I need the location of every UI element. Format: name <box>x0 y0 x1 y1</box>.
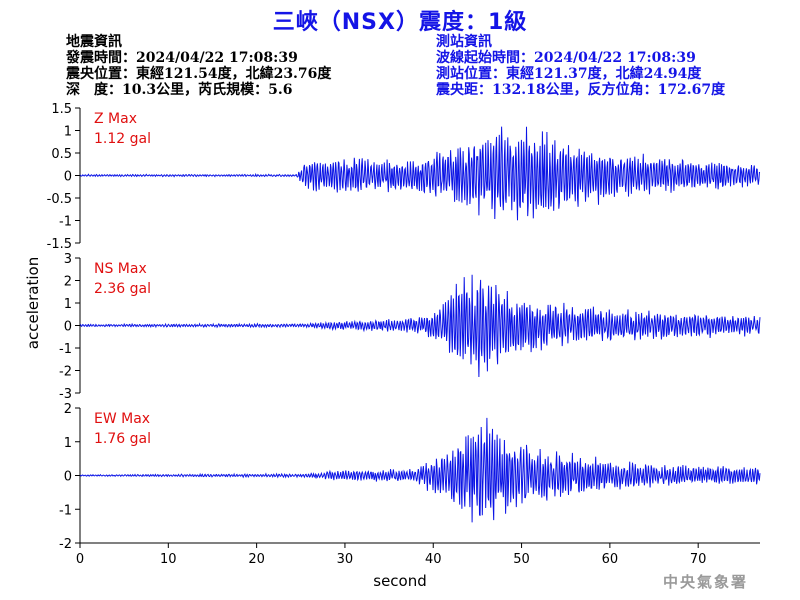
y-tick-label-NS: -2 <box>59 365 72 380</box>
x-tick-label: 20 <box>248 552 265 567</box>
x-tick-label: 70 <box>690 552 707 567</box>
y-tick-label-NS: 0 <box>64 320 72 335</box>
panel-label-NS: NS Max <box>94 261 147 277</box>
y-tick-label-EW: 1 <box>64 436 72 451</box>
chart-title: 三峽（NSX）震度：1級 <box>272 10 528 35</box>
y-tick-label-EW: 2 <box>64 402 72 417</box>
y-tick-label-NS: -1 <box>59 342 72 357</box>
y-tick-label-NS: -3 <box>59 387 72 402</box>
x-tick-label: 30 <box>337 552 354 567</box>
y-tick-label-Z: 1 <box>64 125 72 140</box>
panel-label-Z: Z Max <box>94 111 137 127</box>
panel-max-Z: 1.12 gal <box>94 131 151 147</box>
y-tick-label-Z: -1 <box>59 215 72 230</box>
trace-EW <box>79 417 761 523</box>
station-info-heading: 測站資訊 <box>436 34 492 50</box>
y-tick-label-NS: 2 <box>64 275 72 290</box>
y-tick-label-EW: -2 <box>59 537 72 552</box>
station-position: 測站位置：東經121.37度，北緯24.94度 <box>436 66 702 82</box>
y-tick-label-NS: 1 <box>64 297 72 312</box>
epicentral-distance: 震央距：132.18公里，反方位角：172.67度 <box>436 82 726 98</box>
x-tick-label: 0 <box>76 552 84 567</box>
station-info-block: 測站資訊 波線起始時間：2024/04/22 17:08:39 測站位置：東經1… <box>436 34 725 98</box>
y-axis-label: acceleration <box>24 257 42 349</box>
y-tick-label-Z: -1.5 <box>47 237 72 252</box>
quake-info-block: 地震資訊 發震時間：2024/04/22 17:08:39 震央位置：東經121… <box>66 34 331 98</box>
x-tick-label: 40 <box>425 552 442 567</box>
panel-max-EW: 1.76 gal <box>94 431 151 447</box>
origin-time: 發震時間：2024/04/22 17:08:39 <box>66 50 298 66</box>
epicenter: 震央位置：東經121.54度，北緯23.76度 <box>66 66 332 82</box>
wave-start-time: 波線起始時間：2024/04/22 17:08:39 <box>436 50 696 66</box>
y-tick-label-Z: -0.5 <box>47 192 72 207</box>
y-tick-label-Z: 0 <box>64 170 72 185</box>
panel-label-EW: EW Max <box>94 411 150 427</box>
x-axis-label: second <box>373 572 427 590</box>
x-tick-label: 10 <box>160 552 177 567</box>
y-tick-label-NS: 3 <box>64 252 72 267</box>
y-tick-label-EW: 0 <box>64 470 72 485</box>
depth-magnitude: 深 度：10.3公里，芮氏規模：5.6 <box>66 82 293 98</box>
y-tick-label-EW: -1 <box>59 503 72 518</box>
x-tick-label: 60 <box>602 552 619 567</box>
panel-max-NS: 2.36 gal <box>94 281 151 297</box>
trace-Z <box>79 126 761 221</box>
quake-info-heading: 地震資訊 <box>66 34 122 50</box>
y-tick-label-Z: 1.5 <box>51 102 72 117</box>
agency-watermark: 中央氣象署 <box>662 573 748 591</box>
y-tick-label-Z: 0.5 <box>51 147 72 162</box>
x-tick-label: 50 <box>513 552 530 567</box>
trace-NS <box>79 274 761 378</box>
